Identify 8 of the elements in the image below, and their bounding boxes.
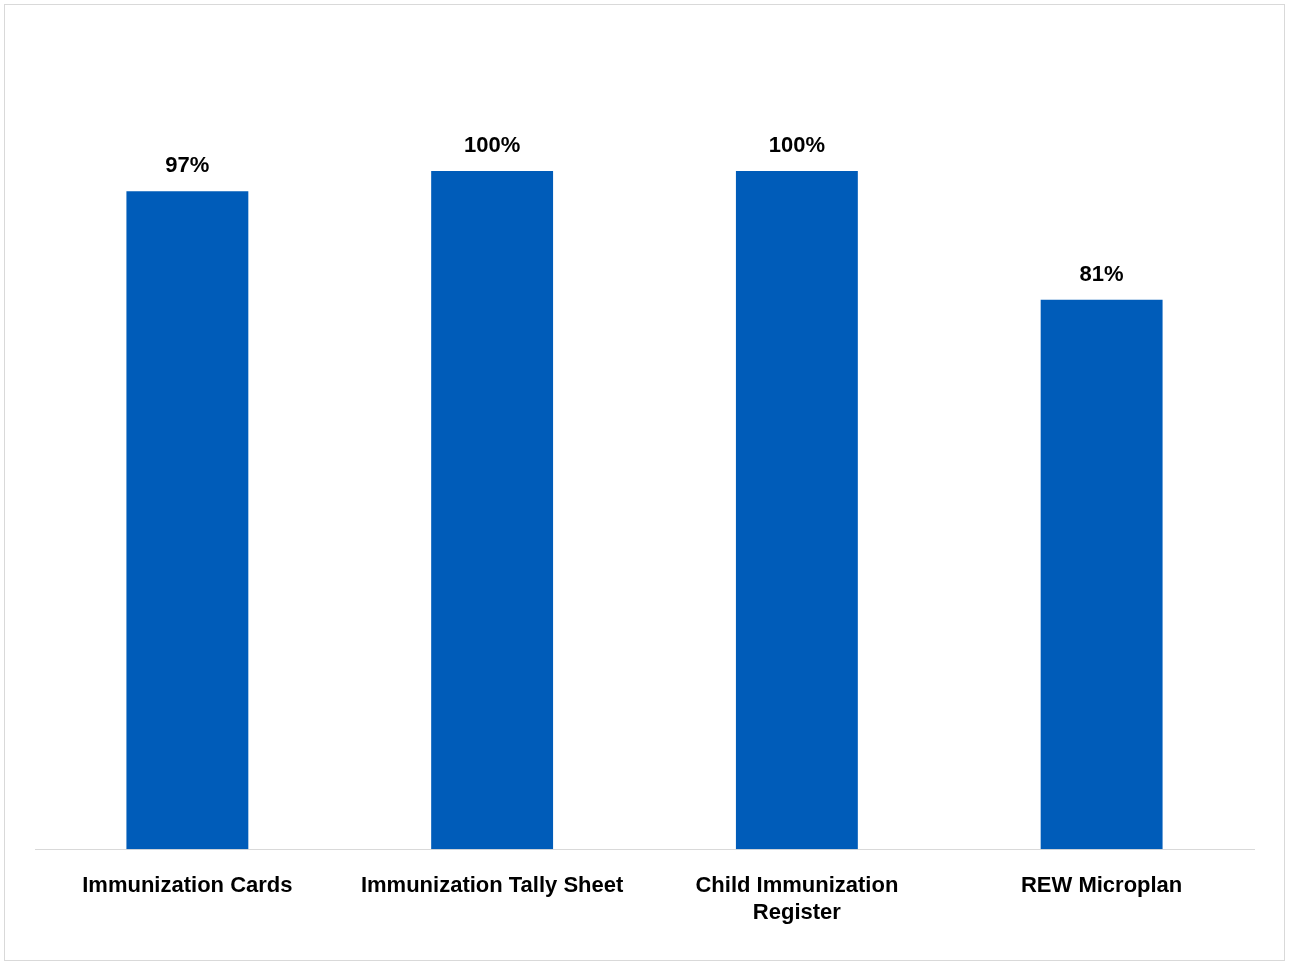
x-tick-label: Immunization Cards xyxy=(82,872,293,898)
data-label: 100% xyxy=(768,132,826,158)
data-label: 100% xyxy=(463,132,521,158)
x-tick-label: Immunization Tally Sheet xyxy=(360,872,624,898)
x-tick-label: Child Immunization Register xyxy=(695,872,899,924)
data-label: 97% xyxy=(165,152,210,178)
data-label: 81% xyxy=(1079,260,1124,286)
x-tick-label: REW Microplan xyxy=(1020,872,1183,898)
